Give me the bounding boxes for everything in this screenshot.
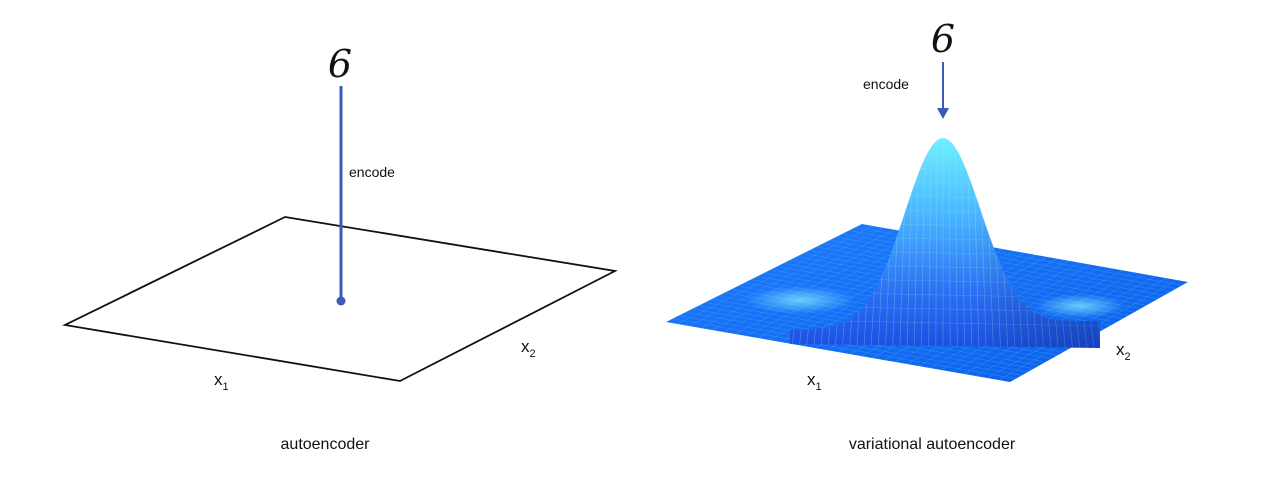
encode-arrowhead-vae xyxy=(937,108,949,119)
axis-label-x2: x2 xyxy=(521,337,536,360)
input-digit: 6 xyxy=(328,42,352,86)
encode-label: encode xyxy=(349,164,395,180)
caption-autoencoder: autoencoder xyxy=(281,436,371,453)
encode-label-vae: encode xyxy=(863,76,909,92)
axis-label-x1: x1 xyxy=(214,370,229,393)
autoencoder-panel: 6 encode x1 x2 autoencoder xyxy=(62,42,618,453)
floor-glow-left xyxy=(745,286,855,314)
latent-plane xyxy=(62,216,618,382)
axis-label-x2-vae: x2 xyxy=(1116,340,1131,363)
input-digit-vae: 6 xyxy=(931,17,955,61)
floor-glow-right xyxy=(1035,294,1125,318)
axis-label-x1-vae: x1 xyxy=(807,370,822,393)
encoded-point xyxy=(336,296,346,306)
variational-autoencoder-panel: 6 encode x1 x2 variational autoencoder xyxy=(666,17,1188,453)
gaussian-surface-shading xyxy=(790,138,1100,348)
caption-variational-autoencoder: variational autoencoder xyxy=(849,436,1016,453)
